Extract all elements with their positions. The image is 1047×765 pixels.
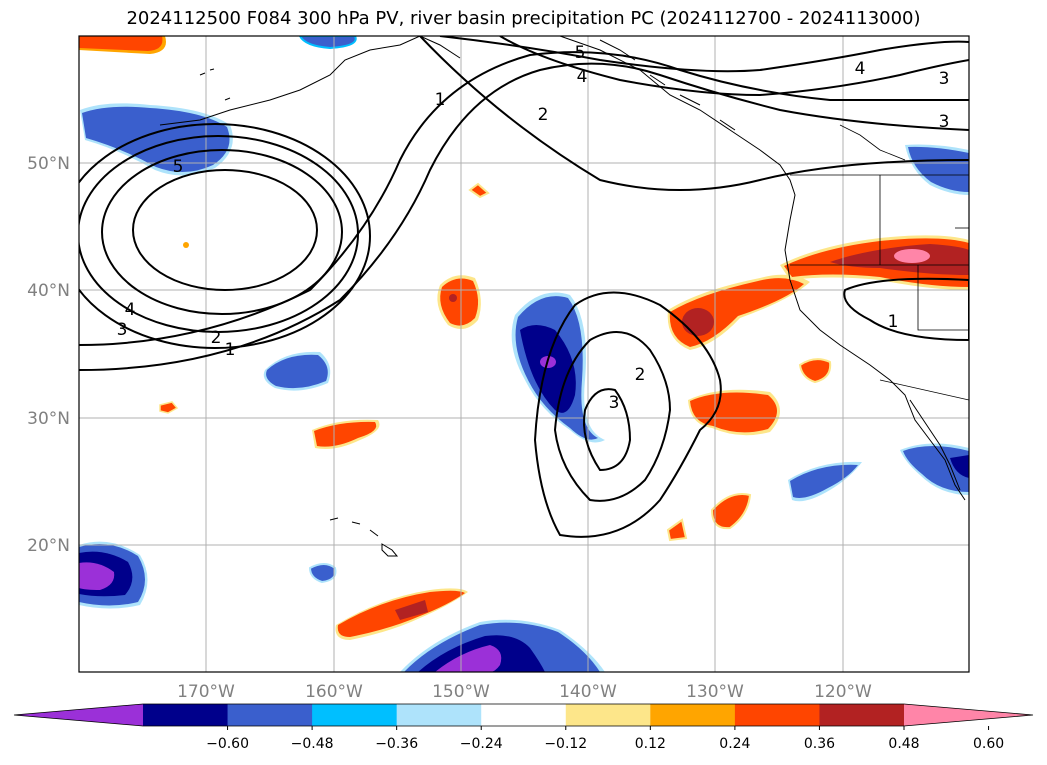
colorbar-swatch xyxy=(312,704,398,726)
lat-label: 20°N xyxy=(27,536,70,556)
lon-label: 170°W xyxy=(177,682,235,702)
contour-label: 3 xyxy=(117,320,128,340)
longitude-labels: 170°W 160°W 150°W 140°W 130°W 120°W xyxy=(177,682,872,702)
political-borders xyxy=(790,124,969,401)
precip-fill-layer xyxy=(79,36,969,672)
colorbar-tick-label: 0.48 xyxy=(888,736,919,752)
contour-label: 4 xyxy=(125,300,136,320)
lat-label: 50°N xyxy=(27,154,70,174)
pv-contours xyxy=(79,36,969,538)
contour-label: 5 xyxy=(575,43,586,63)
map-plot-area: 5 4 1 2 3 5 4 3 4 3 2 1 2 3 1 xyxy=(79,36,969,672)
contour-label: 1 xyxy=(435,90,446,110)
contour-label: 3 xyxy=(939,69,950,89)
contour-label: 3 xyxy=(609,393,620,413)
colorbar-swatch xyxy=(819,704,905,726)
graticule xyxy=(79,36,969,672)
colorbar-swatch xyxy=(565,704,651,726)
colorbar-tick-label: −0.36 xyxy=(375,736,418,752)
lon-label: 160°W xyxy=(305,682,363,702)
contour-label: 4 xyxy=(577,67,588,87)
contour-label: 2 xyxy=(538,105,549,125)
contour-label: 5 xyxy=(173,157,184,177)
lon-label: 150°W xyxy=(432,682,490,702)
lon-label: 140°W xyxy=(559,682,617,702)
colorbar-swatch xyxy=(143,704,229,726)
colorbar-swatch xyxy=(650,704,736,726)
colorbar-extend-min xyxy=(14,704,143,726)
colorbar-tick-label: 0.60 xyxy=(973,736,1004,752)
colorbar-tick-label: −0.12 xyxy=(544,736,587,752)
contour-label: 2 xyxy=(635,365,646,385)
colorbar-swatch xyxy=(227,704,313,726)
lon-label: 120°W xyxy=(814,682,872,702)
latitude-labels: 50°N 40°N 30°N 20°N xyxy=(27,154,70,556)
contour-labels: 5 4 1 2 3 5 4 3 4 3 2 1 2 3 1 xyxy=(117,43,950,413)
colorbar-tick-label: 0.36 xyxy=(804,736,835,752)
contour-label: 2 xyxy=(211,328,222,348)
map-frame xyxy=(78,35,970,673)
colorbar: −0.60 −0.48 −0.36 −0.24 −0.12 0.12 0.24 0.36 0.4… xyxy=(13,703,1034,752)
colorbar-tick-label: −0.48 xyxy=(291,736,334,752)
contour-label: 1 xyxy=(225,340,236,360)
colorbar-tick-label: −0.60 xyxy=(206,736,249,752)
colorbar-tick-label: 0.24 xyxy=(719,736,750,752)
lon-label: 130°W xyxy=(686,682,744,702)
colorbar-extend-max xyxy=(904,704,1033,726)
colorbar-outline xyxy=(13,703,1034,727)
lat-label: 30°N xyxy=(27,409,70,429)
colorbar-tick-label: −0.24 xyxy=(460,736,503,752)
colorbar-swatch xyxy=(734,704,820,726)
colorbar-swatch xyxy=(481,704,567,726)
map-title: 2024112500 F084 300 hPa PV, river basin … xyxy=(126,8,921,29)
contour-label: 4 xyxy=(855,59,866,79)
contour-label: 1 xyxy=(888,312,899,332)
colorbar-tick-label: 0.12 xyxy=(635,736,666,752)
colorbar-swatch xyxy=(396,704,482,726)
lat-label: 40°N xyxy=(27,281,70,301)
coastlines xyxy=(159,36,966,557)
contour-label: 3 xyxy=(939,112,950,132)
